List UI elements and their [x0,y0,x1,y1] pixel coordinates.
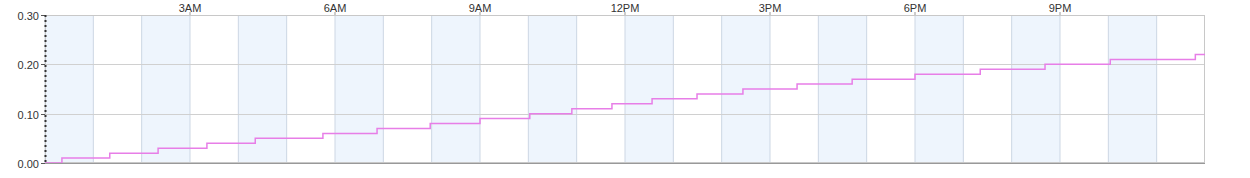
band-edge [818,15,819,163]
band-edge [383,15,384,163]
band-edge [1156,15,1157,163]
x-tick-label: 9AM [469,2,492,14]
y-grid [41,16,1205,164]
band-edge [528,15,529,163]
x-tick-label: 12PM [611,2,640,14]
x-tick-label: 3AM [179,2,202,14]
band-edge [1060,15,1061,163]
band [625,15,673,163]
band-edge [190,15,191,163]
band [1108,15,1156,163]
band-edge [915,15,916,163]
band-edge [1108,15,1109,163]
series-line [45,54,1205,163]
y-tick-label: 0.30 [18,10,39,22]
y-tick [41,15,45,16]
band-edge [431,15,432,163]
band-edge [335,15,336,163]
band [142,15,190,163]
band-edge [238,15,239,163]
y-tick-label: 0.20 [18,59,39,71]
band-edge [963,15,964,163]
band-edge [576,15,577,163]
band [335,15,383,163]
grid-line [45,64,1205,65]
series-group [45,54,1205,163]
band-edge [141,15,142,163]
band-edge [673,15,674,163]
band-edge [721,15,722,163]
x-tick-label: 9PM [1049,2,1072,14]
chart: 0.00 0.10 0.20 0.30 3AM 6AM 9AM 12PM 3PM 6PM 9PM [0,0,1250,178]
band-edge [480,15,481,163]
y-tick-label: 0.00 [18,158,39,170]
x-tick-label: 6PM [904,2,927,14]
band-edge [1011,15,1012,163]
band-edge [866,15,867,163]
band-edge [625,15,626,163]
x-axis-line [45,163,1205,164]
band [528,15,576,163]
y-axis-line [45,15,47,163]
band [818,15,866,163]
grid-line [45,163,1205,164]
band [432,15,480,163]
band [45,15,93,163]
y-tick [41,64,45,65]
plot-frame [46,16,1205,163]
x-tick-label: 6AM [324,2,347,14]
band [1012,15,1060,163]
y-tick [41,163,45,164]
x-tick-label: 3PM [759,2,782,14]
y-tick-label: 0.10 [18,109,39,121]
band [238,15,286,163]
band-edge [93,15,94,163]
y-tick [41,114,45,115]
hour-bands [45,15,1157,163]
band-edge [286,15,287,163]
grid-line [45,114,1205,115]
band [915,15,963,163]
